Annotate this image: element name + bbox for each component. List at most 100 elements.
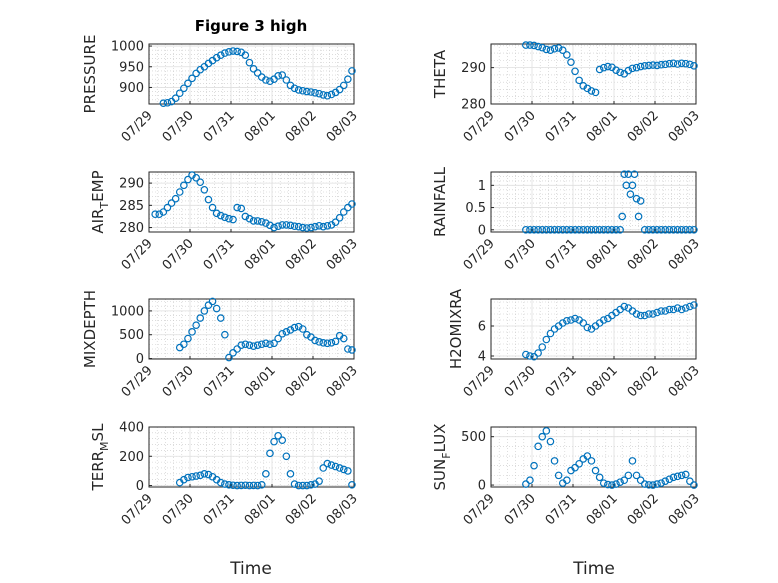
data-point <box>192 472 200 480</box>
data-point <box>645 225 653 234</box>
y-tick-label: 1000 <box>111 304 144 319</box>
data-point <box>159 99 168 107</box>
x-tick-label: 07/29 <box>119 363 156 400</box>
y-tick-label: 200 <box>119 450 144 465</box>
data-point <box>657 307 665 315</box>
data-point <box>241 481 250 490</box>
subplot-2: 07/29 07/30 07/31 08/01 08/02 08/03 280 290 THET… <box>431 41 703 145</box>
data-point <box>595 225 604 234</box>
data-point <box>298 223 307 232</box>
data-point <box>229 47 237 55</box>
data-point <box>294 481 303 490</box>
x-tick-label: 07/30 <box>502 491 539 528</box>
x-tick-label: 08/01 <box>242 108 279 145</box>
figure-title: Figure 3 high <box>195 17 308 35</box>
data-point <box>571 225 579 234</box>
data-point <box>180 84 188 93</box>
data-point <box>612 66 620 74</box>
data-point <box>567 225 575 234</box>
data-point <box>327 90 336 99</box>
data-point <box>522 480 530 488</box>
x-tick-label: 08/03 <box>666 363 703 400</box>
data-point <box>282 221 291 229</box>
data-point <box>690 225 698 234</box>
data-point <box>212 304 221 313</box>
y-tick-label: 4 <box>478 350 486 365</box>
data-point <box>204 301 213 309</box>
data-point <box>151 210 159 219</box>
data-point <box>673 60 682 68</box>
data-point <box>225 214 233 223</box>
data-point <box>270 437 278 446</box>
data-point <box>690 481 698 489</box>
data-point <box>196 471 205 480</box>
data-point <box>624 471 633 480</box>
x-tick-label: 08/03 <box>324 491 361 528</box>
data-point <box>253 481 262 490</box>
y-tick-label: 285 <box>119 199 144 214</box>
data-point <box>558 46 567 54</box>
data-point <box>575 76 583 85</box>
data-point <box>184 79 192 88</box>
x-tick-label: 08/02 <box>283 236 320 273</box>
data-point <box>628 181 637 190</box>
data-point <box>604 225 612 234</box>
data-point <box>567 316 575 324</box>
x-tick-label: 08/02 <box>283 491 320 528</box>
data-point <box>669 473 678 482</box>
data-point <box>307 223 315 232</box>
subplot-grid: 07/29 07/30 07/31 08/01 08/02 08/039009501000… <box>81 35 703 529</box>
data-point <box>677 471 686 480</box>
x-tick-label: 07/30 <box>502 236 539 273</box>
subplot-4: 07/29 07/30 07/31 08/01 08/02 08/03 0 0.5 1 RAINF… <box>431 166 703 273</box>
data-point <box>612 225 620 234</box>
x-tick-label: 08/02 <box>283 363 320 400</box>
data-point <box>233 47 241 56</box>
x-tick-label: 08/03 <box>324 236 361 273</box>
data-point <box>266 77 274 86</box>
data-point <box>583 225 592 234</box>
data-point <box>677 225 686 234</box>
x-tick-label: 08/01 <box>584 236 621 273</box>
y-tick-label: 900 <box>119 81 144 96</box>
data-point <box>677 59 686 68</box>
data-point <box>538 225 547 234</box>
data-point <box>640 225 649 234</box>
data-point <box>534 42 542 51</box>
data-point <box>200 307 209 315</box>
data-point <box>184 175 192 184</box>
data-point <box>626 190 635 199</box>
data-point <box>262 339 270 348</box>
data-point <box>546 225 555 234</box>
subplot-3: 07/29 07/30 07/31 08/01 08/02 08/03 280 285 290 A… <box>89 170 361 273</box>
data-point <box>233 481 241 490</box>
data-point <box>237 481 246 490</box>
data-point <box>323 221 332 230</box>
data-point <box>323 91 332 100</box>
data-point <box>335 464 344 472</box>
data-point <box>661 60 670 69</box>
data-point <box>282 452 291 461</box>
data-point <box>266 221 274 230</box>
x-tick-label: 07/31 <box>201 108 238 145</box>
x-tick-label: 08/02 <box>625 491 662 528</box>
data-point <box>200 185 209 194</box>
data-point <box>348 67 356 75</box>
data-point <box>567 58 575 66</box>
data-point <box>645 61 653 70</box>
data-point <box>546 329 555 338</box>
data-point <box>274 72 282 80</box>
axes-box <box>148 43 355 105</box>
data-point <box>204 470 213 479</box>
y-axis-label: AIRTEMP <box>89 170 111 233</box>
x-tick-label: 08/02 <box>625 108 662 145</box>
data-point <box>575 459 583 468</box>
data-point <box>628 457 637 465</box>
x-tick-label: 07/30 <box>160 236 197 273</box>
data-point <box>225 353 233 362</box>
data-point <box>319 91 328 99</box>
data-point <box>319 339 328 347</box>
data-point <box>653 480 661 488</box>
data-point <box>253 217 262 225</box>
data-point <box>303 224 311 232</box>
